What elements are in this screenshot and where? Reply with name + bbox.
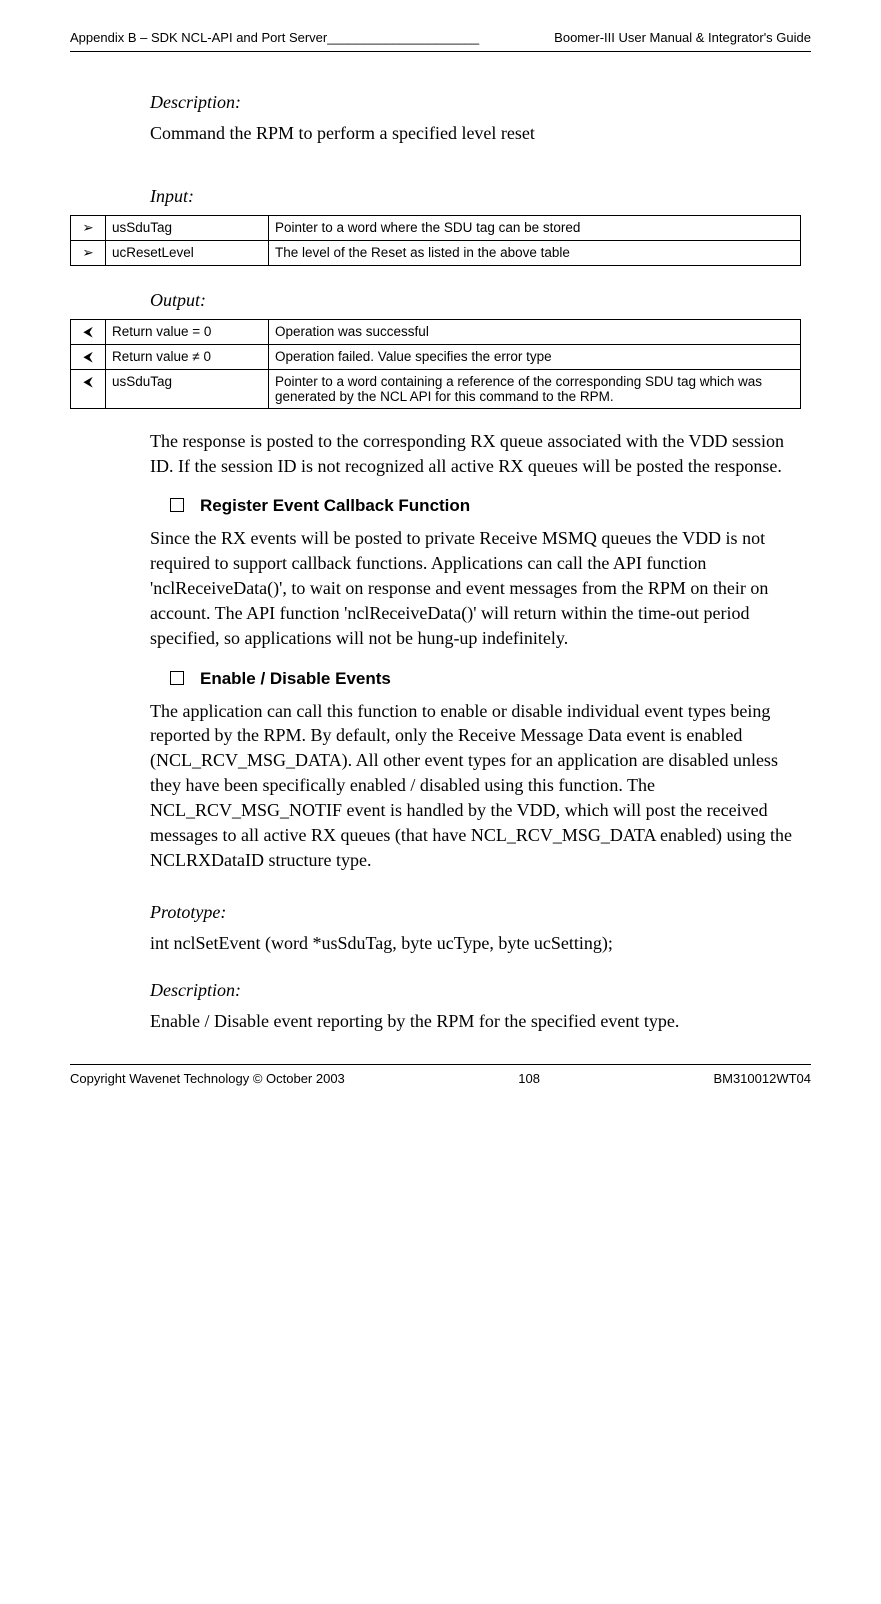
page-header: Appendix B – SDK NCL-API and Port Server…: [70, 30, 811, 45]
param-name: usSduTag: [106, 369, 269, 408]
section-body-register-callback: Since the RX events will be posted to pr…: [150, 526, 801, 650]
arrow-icon: ⮜: [71, 344, 106, 369]
header-left: Appendix B – SDK NCL-API and Port Server…: [70, 30, 479, 45]
page-footer: Copyright Wavenet Technology © October 2…: [70, 1071, 811, 1086]
footer-left: Copyright Wavenet Technology © October 2…: [70, 1071, 345, 1086]
arrow-icon: ⮜: [71, 319, 106, 344]
param-name: ucResetLevel: [106, 240, 269, 265]
section-title: Register Event Callback Function: [200, 496, 470, 515]
param-desc: The level of the Reset as listed in the …: [269, 240, 801, 265]
table-row: ➢ ucResetLevel The level of the Reset as…: [71, 240, 801, 265]
prototype-text: int nclSetEvent (word *usSduTag, byte uc…: [150, 931, 801, 956]
param-desc: Operation failed. Value specifies the er…: [269, 344, 801, 369]
footer-rule: [70, 1064, 811, 1065]
output-heading: Output:: [150, 290, 801, 311]
input-heading: Input:: [150, 186, 801, 207]
footer-right: BM310012WT04: [713, 1071, 811, 1086]
header-right: Boomer-III User Manual & Integrator's Gu…: [554, 30, 811, 45]
description-text-1: Command the RPM to perform a specified l…: [150, 121, 801, 146]
arrow-icon: ➢: [71, 215, 106, 240]
square-bullet-icon: [170, 671, 184, 685]
prototype-heading: Prototype:: [150, 902, 801, 923]
response-paragraph: The response is posted to the correspond…: [150, 429, 801, 479]
description-text-2: Enable / Disable event reporting by the …: [150, 1009, 801, 1034]
param-name: usSduTag: [106, 215, 269, 240]
arrow-icon: ⮜: [71, 369, 106, 408]
param-name: Return value = 0: [106, 319, 269, 344]
section-heading-register-callback: Register Event Callback Function: [150, 496, 801, 516]
section-title: Enable / Disable Events: [200, 669, 391, 688]
description-heading-1: Description:: [150, 92, 801, 113]
description-heading-2: Description:: [150, 980, 801, 1001]
output-table: ⮜ Return value = 0 Operation was success…: [70, 319, 801, 409]
section-heading-enable-disable: Enable / Disable Events: [150, 669, 801, 689]
param-desc: Operation was successful: [269, 319, 801, 344]
footer-center: 108: [518, 1071, 540, 1086]
table-row: ⮜ Return value = 0 Operation was success…: [71, 319, 801, 344]
param-desc: Pointer to a word where the SDU tag can …: [269, 215, 801, 240]
square-bullet-icon: [170, 498, 184, 512]
param-desc: Pointer to a word containing a reference…: [269, 369, 801, 408]
header-rule: [70, 51, 811, 52]
param-name: Return value ≠ 0: [106, 344, 269, 369]
section-body-enable-disable: The application can call this function t…: [150, 699, 801, 873]
table-row: ⮜ Return value ≠ 0 Operation failed. Val…: [71, 344, 801, 369]
table-row: ⮜ usSduTag Pointer to a word containing …: [71, 369, 801, 408]
input-table: ➢ usSduTag Pointer to a word where the S…: [70, 215, 801, 266]
table-row: ➢ usSduTag Pointer to a word where the S…: [71, 215, 801, 240]
arrow-icon: ➢: [71, 240, 106, 265]
